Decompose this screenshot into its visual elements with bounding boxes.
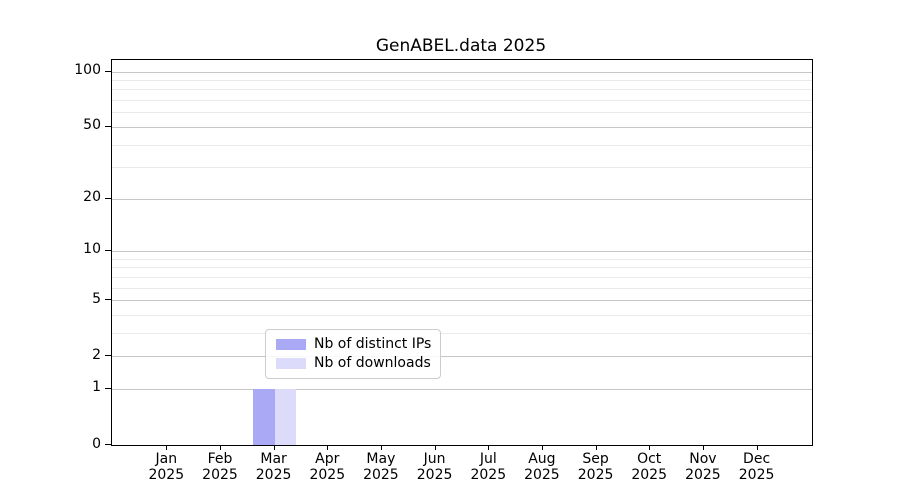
x-tick-label: Nov 2025 <box>671 451 735 483</box>
x-tick-year: 2025 <box>738 467 775 483</box>
legend: Nb of distinct IPs Nb of downloads <box>265 329 442 379</box>
y-tick-label: 1 <box>92 379 101 396</box>
x-tick-label: Jun 2025 <box>403 451 467 483</box>
x-tick-year: 2025 <box>631 467 667 483</box>
x-tick-label: Feb 2025 <box>188 451 252 483</box>
x-tick-month: Oct <box>637 451 662 467</box>
y-gridline-minor <box>112 276 812 278</box>
x-tick-year: 2025 <box>255 467 292 483</box>
y-gridline-minor <box>112 258 812 260</box>
y-gridline-minor <box>112 267 812 269</box>
x-tick-year: 2025 <box>202 467 238 483</box>
x-tick-year: 2025 <box>685 467 721 483</box>
y-gridline-minor <box>112 144 812 146</box>
x-tick-label: May 2025 <box>349 451 413 483</box>
bar-distinct-ips <box>253 388 275 445</box>
x-tick-year: 2025 <box>309 467 346 483</box>
y-gridline-major <box>112 250 812 252</box>
y-gridline-minor <box>112 100 812 101</box>
x-axis-tick <box>488 445 490 450</box>
y-tick-label: 0 <box>92 435 101 452</box>
y-gridline-major <box>112 71 812 73</box>
y-axis-tick <box>105 387 111 390</box>
x-axis-tick <box>327 445 329 450</box>
y-tick-label: 50 <box>83 117 101 134</box>
x-axis-tick <box>702 445 705 450</box>
x-tick-month: Apr <box>315 451 340 467</box>
x-tick-label: Jan 2025 <box>134 451 198 483</box>
y-gridline-minor <box>112 332 812 334</box>
y-axis-tick <box>105 249 111 252</box>
x-axis-tick <box>756 445 758 450</box>
x-tick-month: Nov <box>689 451 717 467</box>
y-gridline-major <box>112 198 812 200</box>
legend-swatch <box>276 339 306 350</box>
plot-area <box>111 59 813 446</box>
x-tick-label: Dec 2025 <box>725 451 789 483</box>
y-gridline-minor <box>112 89 812 91</box>
y-tick-label: 5 <box>92 290 101 307</box>
y-tick-label: 100 <box>74 62 101 78</box>
x-tick-year: 2025 <box>416 467 453 483</box>
x-tick-month: Jan <box>155 451 178 467</box>
y-gridline-minor <box>112 287 812 289</box>
x-tick-year: 2025 <box>577 467 614 483</box>
x-axis-tick <box>434 445 436 450</box>
x-axis-tick <box>166 445 168 450</box>
x-axis-tick <box>541 445 544 450</box>
y-axis-tick <box>105 125 111 127</box>
legend-swatch <box>276 358 306 369</box>
x-tick-label: Sep 2025 <box>564 451 628 483</box>
x-tick-label: Mar 2025 <box>242 451 306 483</box>
x-tick-month: May <box>366 451 396 467</box>
legend-item: Nb of distinct IPs <box>276 335 431 354</box>
bar-downloads <box>274 388 297 445</box>
y-gridline-major <box>112 388 812 390</box>
x-tick-year: 2025 <box>470 467 507 483</box>
y-gridline-major <box>112 300 812 301</box>
y-gridline-major <box>112 356 812 358</box>
x-tick-label: Aug 2025 <box>510 451 574 483</box>
y-tick-label: 20 <box>83 189 101 206</box>
y-axis-tick <box>105 299 111 301</box>
x-axis-tick <box>220 445 222 450</box>
x-tick-month: Sep <box>582 451 609 467</box>
chart-title: GenABEL.data 2025 <box>375 36 547 56</box>
y-gridline-minor <box>112 112 812 114</box>
x-tick-year: 2025 <box>148 467 185 483</box>
x-tick-month: Aug <box>528 451 556 467</box>
y-axis-tick <box>105 444 111 446</box>
x-tick-month: Dec <box>743 451 771 467</box>
y-axis-tick <box>105 355 111 357</box>
x-axis-tick <box>273 445 275 450</box>
x-axis-tick <box>595 445 597 450</box>
y-gridline-minor <box>112 79 812 81</box>
legend-item: Nb of downloads <box>276 354 431 373</box>
y-axis-tick <box>105 70 111 72</box>
x-tick-label: Oct 2025 <box>617 451 681 483</box>
legend-label: Nb of downloads <box>314 355 431 371</box>
x-axis-tick <box>380 445 383 450</box>
y-axis-tick <box>105 197 111 199</box>
y-gridline-minor <box>112 314 812 316</box>
x-tick-month: Feb <box>207 451 233 467</box>
legend-label: Nb of distinct IPs <box>314 336 432 352</box>
x-tick-label: Apr 2025 <box>295 451 359 483</box>
x-tick-month: Jun <box>423 451 446 467</box>
x-tick-label: Jul 2025 <box>456 451 520 483</box>
x-tick-year: 2025 <box>363 467 399 483</box>
y-tick-label: 2 <box>92 346 101 363</box>
x-tick-month: Jul <box>479 451 497 467</box>
x-axis-tick <box>649 445 651 450</box>
x-tick-year: 2025 <box>524 467 560 483</box>
y-gridline-minor <box>112 167 812 169</box>
x-tick-month: Mar <box>260 451 287 467</box>
y-gridline-major <box>112 126 812 128</box>
y-tick-label: 10 <box>83 241 101 258</box>
